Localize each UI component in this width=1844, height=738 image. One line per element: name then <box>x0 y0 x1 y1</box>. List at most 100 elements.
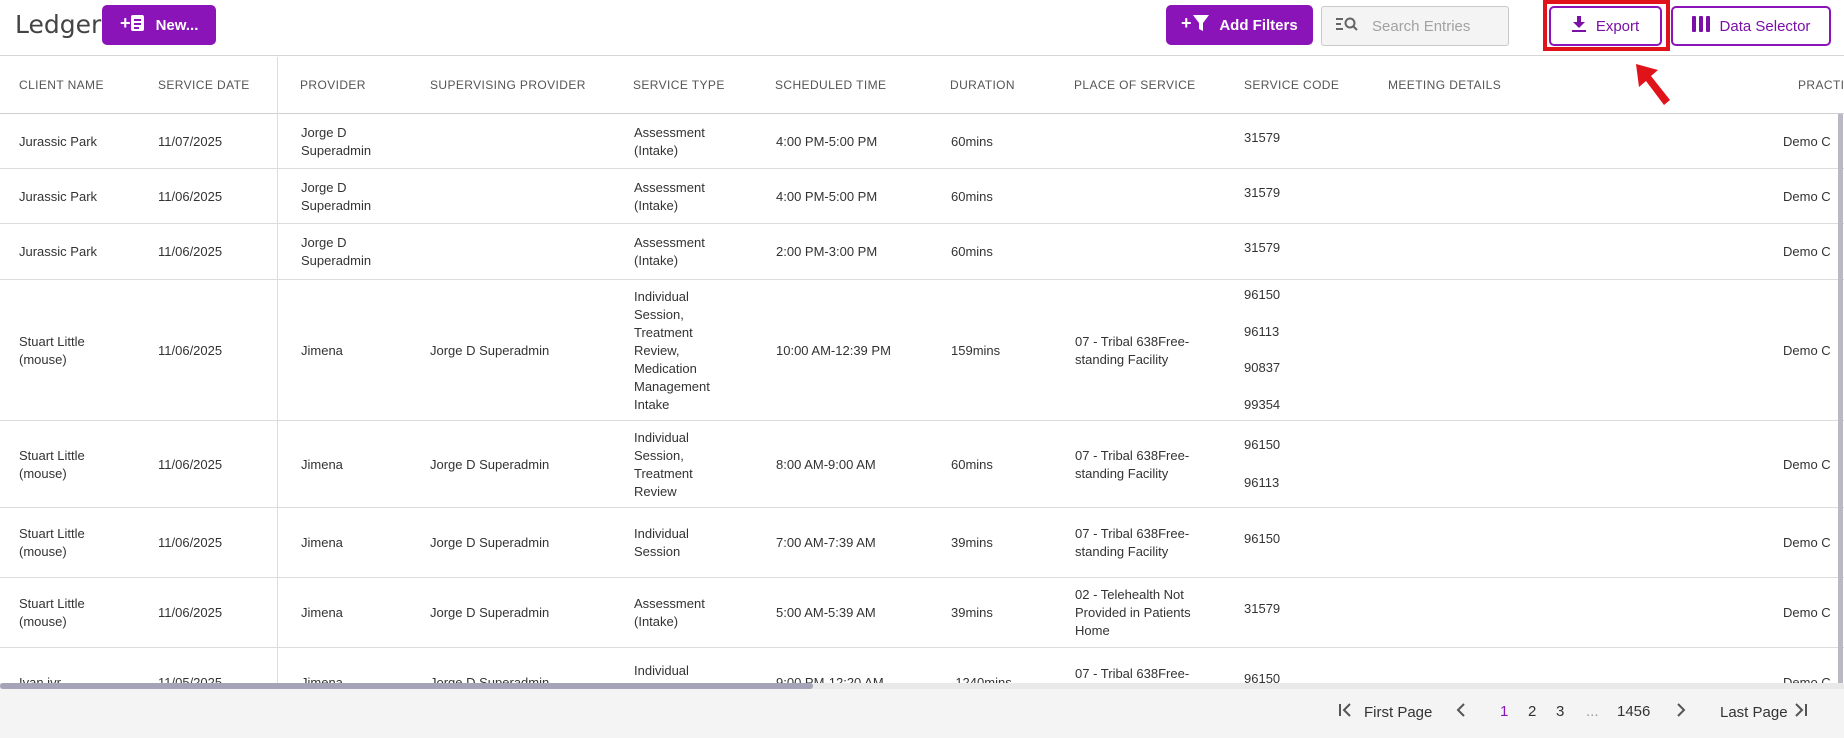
place-of-service-cell: 07 - Tribal 638Free-standing Facility <box>1075 526 1190 559</box>
provider-cell: Jimena <box>301 456 343 472</box>
search-input[interactable] <box>1370 16 1500 36</box>
client-name-cell[interactable]: Jurassic Park <box>19 188 98 204</box>
data-selector-button[interactable]: Data Selector <box>1671 6 1831 46</box>
search-box[interactable] <box>1321 6 1509 46</box>
service-code-cell: 31579 <box>1244 129 1344 154</box>
column-header-service-date[interactable]: SERVICE DATE <box>158 78 250 92</box>
provider-cell: Jimena <box>301 535 343 550</box>
meeting-details-cell <box>1388 421 1688 508</box>
service-date-cell: 11/06/2025 <box>158 188 223 204</box>
provider-cell: Jimena <box>301 342 343 358</box>
table-row[interactable]: Jurassic Park 11/06/2025 Jorge D Superad… <box>0 169 1844 224</box>
place-of-service-cell <box>1075 224 1195 280</box>
column-header-supervising-provider[interactable]: SUPERVISING PROVIDER <box>430 78 586 92</box>
column-header-practice[interactable]: PRACTI <box>1798 78 1844 92</box>
first-page-button[interactable]: First Page <box>1338 703 1432 721</box>
export-button[interactable]: Export <box>1549 6 1662 46</box>
new-button[interactable]: + New... <box>102 5 216 45</box>
client-name-cell[interactable]: Jurassic Park <box>19 244 98 259</box>
add-filters-label: Add Filters <box>1219 16 1298 34</box>
service-type-cell: Individual Session, Treatment Review <box>634 429 693 499</box>
table-row[interactable]: Jurassic Park 11/07/2025 Jorge D Superad… <box>0 114 1844 169</box>
service-date-cell: 11/06/2025 <box>158 605 223 620</box>
table-row[interactable]: Stuart Little (mouse) 11/06/2025 Jimena … <box>0 280 1844 421</box>
first-page-icon <box>1338 703 1352 721</box>
column-header-service-type[interactable]: SERVICE TYPE <box>633 78 725 92</box>
column-header-meeting-details[interactable]: MEETING DETAILS <box>1388 78 1502 92</box>
service-type-cell: Assessment (Intake) <box>634 124 705 158</box>
duration-cell: 60mins <box>951 244 993 259</box>
add-filters-button[interactable]: + Add Filters <box>1166 5 1313 45</box>
frozen-column-divider <box>277 57 278 684</box>
column-header-provider[interactable]: PROVIDER <box>300 78 366 92</box>
add-filter-icon: + <box>1181 13 1211 37</box>
scheduled-time-cell: 9:00 PM-12:20 AM <box>776 675 884 684</box>
meeting-details-cell <box>1388 224 1688 280</box>
client-name-cell[interactable]: Stuart Little (mouse) <box>19 447 85 481</box>
client-name-cell[interactable]: Stuart Little (mouse) <box>19 526 85 559</box>
data-selector-label: Data Selector <box>1719 17 1811 35</box>
table-row[interactable]: Stuart Little (mouse) 11/06/2025 Jimena … <box>0 508 1844 578</box>
practice-cell: Demo C <box>1783 244 1831 259</box>
client-name-cell[interactable]: Stuart Little (mouse) <box>19 596 85 629</box>
chevron-right-icon <box>1676 703 1686 721</box>
service-code-cell: 96150 96113 90837 99354 <box>1244 286 1344 414</box>
place-of-service-cell: 07 - Tribal 638Free-standing Facility <box>1075 447 1190 481</box>
service-type-cell: Individual Session, Treatment Review, Me… <box>634 288 710 412</box>
table-row[interactable]: Jurassic Park 11/06/2025 Jorge D Superad… <box>0 224 1844 280</box>
column-header-duration[interactable]: DURATION <box>950 78 1015 92</box>
page-number[interactable]: 3 <box>1556 703 1565 720</box>
last-page-icon <box>1794 703 1808 721</box>
pagination-bar: First Page 1 2 3 ... 1456 Last Page <box>0 689 1844 738</box>
supervising-provider-cell: Jorge D Superadmin <box>430 456 550 472</box>
provider-cell: Jorge D Superadmin <box>301 235 372 268</box>
chevron-left-icon <box>1456 703 1466 721</box>
horizontal-scrollbar-thumb[interactable] <box>0 683 813 689</box>
place-of-service-cell <box>1075 169 1195 224</box>
client-name-cell[interactable]: Stuart Little (mouse) <box>19 333 85 367</box>
column-header-client-name[interactable]: CLIENT NAME <box>19 78 104 92</box>
last-page-button[interactable]: Last Page <box>1720 703 1808 721</box>
column-header-scheduled-time[interactable]: SCHEDULED TIME <box>775 78 887 92</box>
previous-page-button[interactable] <box>1456 703 1466 721</box>
service-code: 31579 <box>1244 240 1281 255</box>
duration-cell: 159mins <box>951 342 1001 358</box>
service-date-cell: 11/05/2025 <box>158 675 223 684</box>
provider-cell: Jimena <box>301 605 343 620</box>
page-number-last[interactable]: 1456 <box>1617 703 1651 720</box>
service-type-cell: Individual <box>634 662 689 678</box>
service-date-cell: 11/06/2025 <box>158 342 223 358</box>
supervising-provider-cell: Jorge D Superadmin <box>430 605 550 620</box>
place-of-service-cell: 07 - Tribal 638Free-standing <box>1075 666 1190 681</box>
meeting-details-cell <box>1388 169 1688 224</box>
meeting-details-cell <box>1388 114 1688 169</box>
table-row[interactable]: Ivan jvr 11/05/2025 Jimena Jorge D Super… <box>0 648 1844 685</box>
next-page-button[interactable] <box>1676 703 1686 721</box>
table-row[interactable]: Stuart Little (mouse) 11/06/2025 Jimena … <box>0 421 1844 508</box>
provider-cell: Jorge D Superadmin <box>301 179 372 213</box>
place-of-service-cell: 02 - Telehealth Not Provided in Patients… <box>1075 587 1191 638</box>
scheduled-time-cell: 10:00 AM-12:39 PM <box>776 342 891 358</box>
practice-cell: Demo C <box>1783 133 1831 149</box>
client-name-cell[interactable]: Ivan jvr <box>19 675 61 684</box>
horizontal-scrollbar-track[interactable] <box>0 683 1844 689</box>
service-code: 90837 <box>1244 360 1281 376</box>
service-code: 99354 <box>1244 396 1281 412</box>
pointer-arrow-icon <box>1636 64 1670 105</box>
page-number[interactable]: 2 <box>1528 703 1537 720</box>
service-date-cell: 11/06/2025 <box>158 456 223 472</box>
service-code-cell: 31579 <box>1244 239 1344 264</box>
table-row[interactable]: Stuart Little (mouse) 11/06/2025 Jimena … <box>0 578 1844 648</box>
service-type-cell: Assessment (Intake) <box>634 179 705 213</box>
ledger-table: CLIENT NAME SERVICE DATE PROVIDER SUPERV… <box>0 57 1844 684</box>
supervising-provider-cell <box>430 224 620 280</box>
page-number-current[interactable]: 1 <box>1500 703 1509 720</box>
vertical-scrollbar[interactable] <box>1838 114 1843 684</box>
column-header-service-code[interactable]: SERVICE CODE <box>1244 78 1340 92</box>
service-code: 31579 <box>1244 130 1281 145</box>
new-button-label: New... <box>155 16 199 34</box>
client-name-cell[interactable]: Jurassic Park <box>19 133 98 149</box>
supervising-provider-cell: Jorge D Superadmin <box>430 675 550 684</box>
column-header-place-of-service[interactable]: PLACE OF SERVICE <box>1074 78 1196 92</box>
page-ellipsis: ... <box>1586 703 1599 720</box>
